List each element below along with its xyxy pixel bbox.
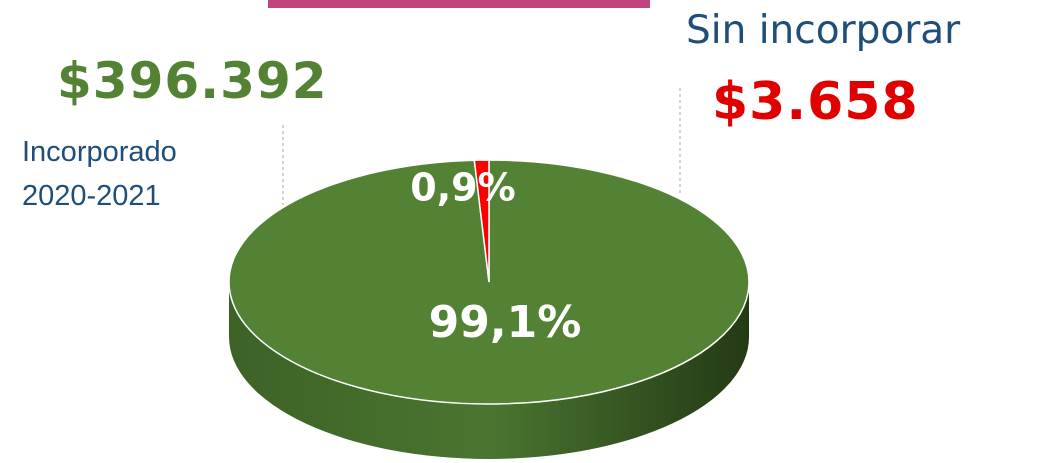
header-bar	[268, 0, 650, 8]
category-label: Incorporado 2020-2021	[22, 136, 177, 212]
amount-label: $3.658	[712, 72, 919, 132]
value-label: 0,9%	[410, 166, 515, 210]
category-label: Sin incorporar	[686, 8, 961, 53]
pie-side	[229, 282, 749, 459]
value-label: 99,1%	[429, 297, 582, 348]
amount-label: $396.392	[57, 52, 328, 110]
pie: 99,1% 0,9%	[228, 159, 750, 459]
pie-slice	[473, 159, 490, 283]
